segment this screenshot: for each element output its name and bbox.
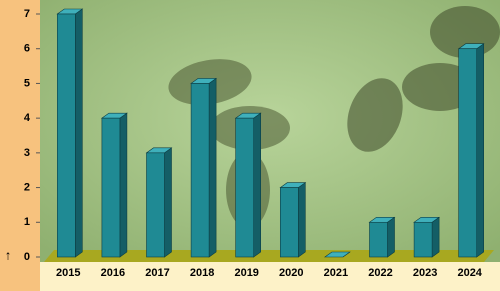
y-tick-label: 0 bbox=[24, 251, 30, 263]
bar bbox=[236, 118, 254, 257]
bar bbox=[459, 49, 477, 257]
x-tick-label: 2017 bbox=[145, 267, 169, 279]
bar-side bbox=[388, 217, 395, 257]
bar-side bbox=[298, 183, 305, 257]
y-tick-label: 5 bbox=[24, 77, 30, 89]
y-axis-label: ↑ bbox=[5, 247, 12, 262]
y-tick-label: 1 bbox=[24, 216, 30, 228]
x-tick-label: 2021 bbox=[324, 267, 348, 279]
bar bbox=[147, 153, 165, 257]
x-tick-label: 2022 bbox=[368, 267, 392, 279]
chart: ↑ 0 1 2 3 4 5 6 7 2015 2016 2017 2018 2019 2020 2021 20… bbox=[0, 0, 500, 291]
bar bbox=[191, 83, 209, 257]
bar-side bbox=[477, 44, 484, 257]
y-tick-label: 2 bbox=[24, 181, 30, 193]
bar bbox=[57, 14, 75, 257]
y-tick-label: 3 bbox=[24, 147, 30, 159]
bar-side bbox=[165, 148, 172, 257]
bar-side bbox=[432, 217, 439, 257]
x-tick-label: 2023 bbox=[413, 267, 437, 279]
x-tick-label: 2024 bbox=[457, 267, 482, 279]
bar-side bbox=[209, 78, 216, 257]
y-tick-label: 6 bbox=[24, 43, 30, 55]
y-tick-label: 7 bbox=[24, 8, 30, 20]
bar bbox=[280, 188, 298, 257]
bar bbox=[370, 222, 388, 257]
x-tick-label: 2015 bbox=[56, 267, 80, 279]
bar-side bbox=[75, 9, 82, 257]
bar bbox=[414, 222, 432, 257]
x-tick-label: 2016 bbox=[101, 267, 125, 279]
y-tick-label: 4 bbox=[24, 112, 31, 124]
bar-side bbox=[254, 113, 261, 257]
bar-side bbox=[120, 113, 127, 257]
bar bbox=[102, 118, 120, 257]
x-tick-label: 2018 bbox=[190, 267, 214, 279]
x-tick-label: 2020 bbox=[279, 267, 303, 279]
x-tick-label: 2019 bbox=[234, 267, 258, 279]
